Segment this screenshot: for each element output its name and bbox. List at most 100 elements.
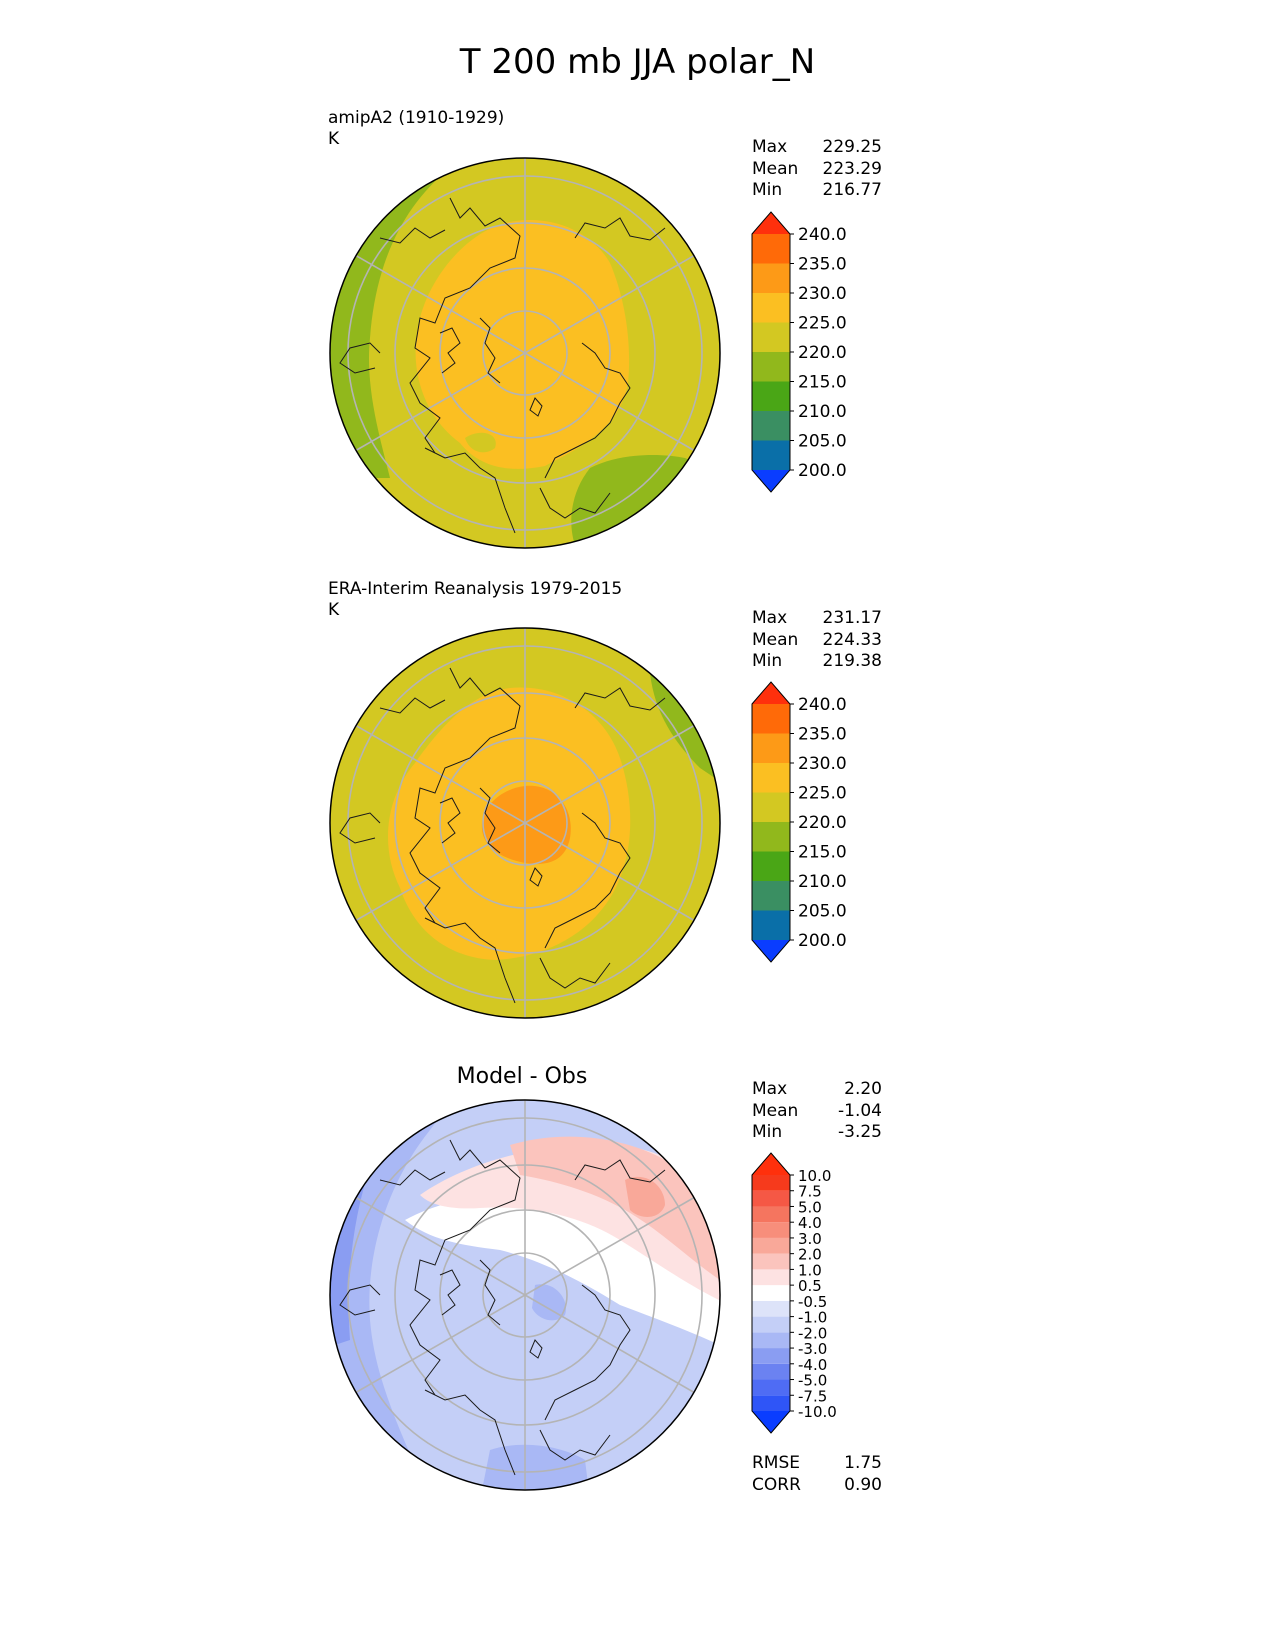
colorbar-segment (752, 381, 790, 411)
colorbar-tick-label: 235.0 (798, 255, 847, 275)
colorbar-segment (752, 1269, 790, 1286)
panel2-stat-value: 224.33 (822, 629, 882, 650)
colorbar-segment (752, 881, 790, 911)
colorbar-tick-label: 225.0 (798, 314, 847, 334)
panel1-stat-label: Mean (752, 158, 799, 179)
colorbar-tick-label: 210.0 (798, 872, 847, 892)
panel3-map-border (329, 1099, 721, 1491)
colorbar-tick-label: -2.0 (798, 1324, 827, 1342)
panel3-fill-neutral (405, 1195, 720, 1350)
colorbar-tick-label: 225.0 (798, 784, 847, 804)
colorbar-tick-label: 3.0 (798, 1230, 822, 1248)
colorbar-tick-label: -10.0 (798, 1403, 837, 1421)
panel1-map (329, 157, 721, 549)
panel1-stat-value: 229.25 (822, 137, 882, 157)
colorbar-tick-label: 220.0 (798, 343, 847, 363)
colorbar-segment (752, 851, 790, 881)
colorbar-segment (752, 212, 790, 234)
colorbar-segment (752, 763, 790, 793)
colorbar-tick-label: 5.0 (798, 1198, 822, 1216)
colorbar-tick-label: 235.0 (798, 725, 847, 745)
colorbar-tick-label: 220.0 (798, 813, 847, 833)
colorbar-segment (752, 792, 790, 822)
panel3-stat-value: 2.20 (844, 1079, 882, 1099)
colorbar-tick-label: 200.0 (798, 461, 847, 481)
colorbar-tick-label: 215.0 (798, 373, 847, 393)
colorbar-tick-label: 7.5 (798, 1183, 822, 1201)
colorbar-segment (752, 1206, 790, 1223)
corr-value: 0.90 (844, 1474, 882, 1495)
panel2-stats: Max 231.17 Mean 224.33 Min 219.38 (752, 608, 882, 673)
panel3-stat-label: Max (752, 1079, 788, 1099)
colorbar-segment (752, 1285, 790, 1301)
panel2-map-border (329, 627, 721, 1019)
colorbar-tick-label: -1.0 (798, 1309, 827, 1327)
panel3-stat-value: -3.25 (838, 1122, 882, 1142)
colorbar-segment (752, 1153, 790, 1175)
panel3-metrics: RMSE 1.75 CORR 0.90 (752, 1453, 882, 1496)
colorbar-segment (752, 470, 790, 492)
colorbar-segment (752, 1190, 790, 1207)
colorbar-segment (752, 293, 790, 323)
panel1-title: amipA2 (1910-1929) (328, 108, 505, 128)
panel3-stat-label: Mean (752, 1100, 799, 1121)
colorbar-segment (752, 940, 790, 962)
colorbar-segment (752, 1363, 790, 1380)
colorbar-segment (752, 1348, 790, 1364)
colorbar-tick-label: 215.0 (798, 843, 847, 863)
rmse-label: RMSE (752, 1453, 801, 1473)
colorbar-segment (752, 322, 790, 352)
panel1-coastlines (339, 197, 666, 534)
colorbar-segment (752, 440, 790, 470)
colorbar-tick-label: 10.0 (798, 1167, 831, 1185)
colorbar-tick-label: 230.0 (798, 754, 847, 774)
colorbar-segment (752, 704, 790, 734)
colorbar-segment (752, 1332, 790, 1349)
colorbar-tick-label: 2.0 (798, 1246, 822, 1264)
panel1-stats: Max 229.25 Mean 223.29 Min 216.77 (752, 137, 882, 202)
corr-label: CORR (752, 1474, 801, 1495)
panel3-graticule (347, 1100, 703, 1490)
colorbar-tick-label: 205.0 (798, 902, 847, 922)
colorbar-segment (752, 1253, 790, 1270)
colorbar-tick-label: 210.0 (798, 402, 847, 422)
panel1-units: K (328, 129, 340, 149)
panel3-stats: Max 2.20 Mean -1.04 Min -3.25 (752, 1079, 882, 1144)
colorbar-segment (752, 1222, 790, 1238)
panel1-stat-value: 223.29 (822, 158, 882, 179)
figure-title: T 200 mb JJA polar_N (459, 42, 816, 82)
panel2-graticule (347, 628, 703, 1018)
panel2-map (329, 627, 721, 1019)
colorbar-segment (752, 910, 790, 940)
panel3-title: Model - Obs (456, 1064, 588, 1089)
panel2-title: ERA-Interim Reanalysis 1979-2015 (328, 579, 623, 599)
panel3-fill-2-3 (625, 1176, 665, 1217)
panel3-colorbar: -10.0-7.5-5.0-4.0-3.0-2.0-1.0-0.50.51.02… (751, 1152, 837, 1434)
colorbar-tick-label: -0.5 (798, 1293, 827, 1311)
colorbar-tick-label: -5.0 (798, 1372, 827, 1390)
colorbar-segment (752, 733, 790, 763)
colorbar-segment (752, 352, 790, 382)
colorbar-segment (752, 682, 790, 704)
colorbar-tick-label: -7.5 (798, 1387, 827, 1405)
colorbar-segment (752, 822, 790, 852)
panel3-stat-label: Min (752, 1122, 783, 1142)
panel3-coastlines (339, 1139, 666, 1476)
colorbar-tick-label: 200.0 (798, 931, 847, 951)
panel2-stat-label: Max (752, 608, 788, 628)
colorbar-tick-label: 4.0 (798, 1214, 822, 1232)
panel2-stat-value: 219.38 (822, 651, 882, 671)
panel2-units: K (328, 600, 340, 620)
colorbar-segment (752, 1237, 790, 1254)
panel2-stat-value: 231.17 (822, 608, 882, 628)
colorbar-tick-label: -4.0 (798, 1356, 827, 1374)
panel2-colorbar: 200.0 205.0 210.0 215.0 220.0 225.0 230.0 235.0… (751, 681, 847, 963)
colorbar-segment (752, 1379, 790, 1396)
panel1-stat-label: Min (752, 180, 783, 200)
panel1-fill-225-230 (415, 219, 630, 469)
panel1-stat-value: 216.77 (822, 180, 882, 200)
panel2-fill-230-235 (481, 785, 571, 864)
panel2-coastlines (339, 667, 666, 1004)
colorbar-tick-label: 240.0 (798, 225, 847, 245)
colorbar-segment (752, 263, 790, 293)
